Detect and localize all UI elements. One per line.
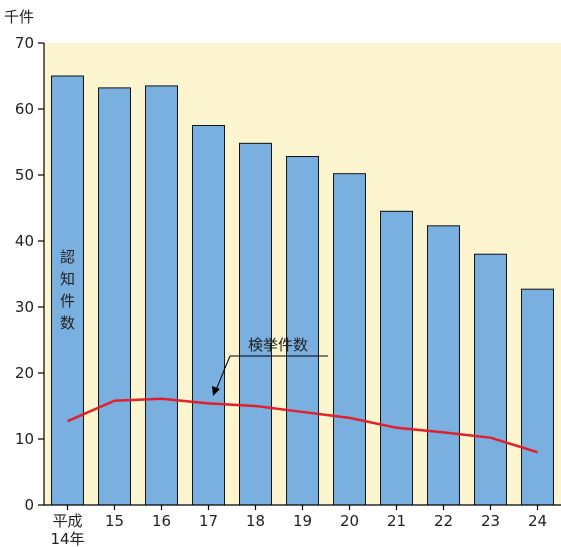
bar-0: [51, 75, 84, 506]
x-tick-label-7: 21: [387, 512, 406, 530]
bar-label-char-0: 認: [60, 248, 75, 266]
y-ticks: 0 10 20 30 40 50 60 70: [15, 34, 44, 514]
y-tick-label-20: 20: [15, 364, 34, 382]
x-tick-label-3: 17: [199, 512, 218, 530]
x-tick-label-1: 15: [105, 512, 124, 530]
y-tick-label-10: 10: [15, 430, 34, 448]
y-tick-label-0: 0: [24, 496, 34, 514]
bar-5: [286, 156, 319, 506]
x-tick-label-9: 23: [481, 512, 500, 530]
bar-label-char-3: 数: [60, 314, 75, 332]
line-label-text: 検挙件数: [248, 336, 308, 354]
bar-8: [427, 225, 460, 506]
bar-group: [51, 75, 554, 506]
y-tick-label-70: 70: [15, 34, 34, 52]
x-tick-label-6: 20: [340, 512, 359, 530]
y-unit-label: 千件: [4, 8, 34, 26]
x-tick-label-0-line-1: 14年: [50, 530, 84, 547]
bar-label-char-1: 知: [60, 270, 75, 288]
y-tick-label-60: 60: [15, 100, 34, 118]
x-tick-label-2: 16: [152, 512, 171, 530]
bar-9: [474, 253, 507, 506]
arrest-count-line: [67, 397, 538, 454]
bar-2: [145, 85, 178, 506]
bar-3: [192, 125, 225, 506]
line-label-leader: [215, 355, 231, 391]
bar-1: [98, 87, 131, 506]
bar-4: [239, 142, 272, 506]
bar-10: [521, 288, 554, 506]
x-tick-label-0-line-0: 平成: [52, 512, 82, 530]
bar-label-char-2: 件: [60, 292, 75, 310]
x-tick-label-10: 24: [528, 512, 547, 530]
y-tick-label-50: 50: [15, 166, 34, 184]
bar-7: [380, 210, 413, 506]
x-tick-label-5: 19: [293, 512, 312, 530]
y-tick-label-40: 40: [15, 232, 34, 250]
line-label-arrowhead: [212, 386, 220, 396]
x-tick-label-8: 22: [434, 512, 453, 530]
y-tick-label-30: 30: [15, 298, 34, 316]
x-tick-label-4: 18: [246, 512, 265, 530]
bar-6: [333, 173, 366, 506]
line-series-label: 検挙件数: [212, 336, 328, 396]
